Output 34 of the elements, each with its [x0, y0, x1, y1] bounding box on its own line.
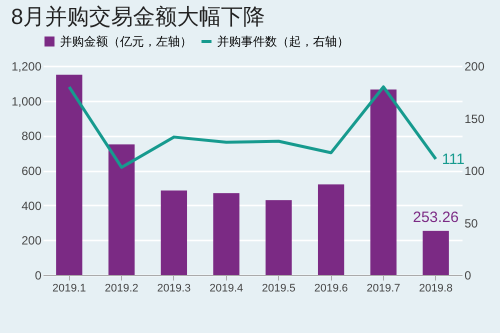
y-tick-label: 200 [21, 234, 42, 248]
x-tick-label: 2019.8 [418, 282, 453, 294]
y-tick-label: 1,200 [11, 60, 42, 74]
y2-tick-label: 50 [464, 216, 478, 230]
bar [422, 230, 449, 275]
y-tick-label: 400 [21, 198, 42, 213]
bar [108, 144, 135, 275]
y2-tick-label: 0 [464, 268, 472, 282]
x-tick-label: 2019.7 [366, 282, 400, 294]
legend-label: 并购事件数（起，右轴） [217, 34, 349, 48]
line-series [68, 85, 438, 169]
y2-tick-label: 150 [464, 112, 485, 126]
bar [370, 90, 397, 275]
y2-tick-label: 100 [464, 164, 485, 178]
y-tick-label: 1,000 [11, 94, 42, 108]
x-tick-label: 2019.5 [262, 282, 296, 294]
y-tick-label: 0 [34, 268, 42, 282]
bar [266, 200, 292, 275]
chart-title: 8月并购交易金额大幅下降 [10, 4, 266, 29]
y-tick-label: 600 [21, 164, 42, 178]
bar [213, 193, 240, 275]
x-tick-label: 2019.1 [52, 282, 86, 294]
legend-label: 并购金额（亿元，左轴） [60, 34, 192, 48]
x-tick-label: 2019.3 [157, 282, 191, 294]
x-tick-label: 2019.4 [209, 282, 244, 294]
bar [56, 74, 82, 275]
y2-tick-label: 200 [464, 60, 485, 74]
data-label: 253.26 [412, 208, 459, 226]
y-tick-label: 800 [21, 129, 42, 144]
bar [160, 190, 188, 275]
x-tick-label: 2019.6 [314, 282, 348, 294]
bar [318, 184, 344, 275]
x-tick-label: 2019.2 [104, 282, 138, 294]
data-label: 111 [442, 151, 465, 168]
